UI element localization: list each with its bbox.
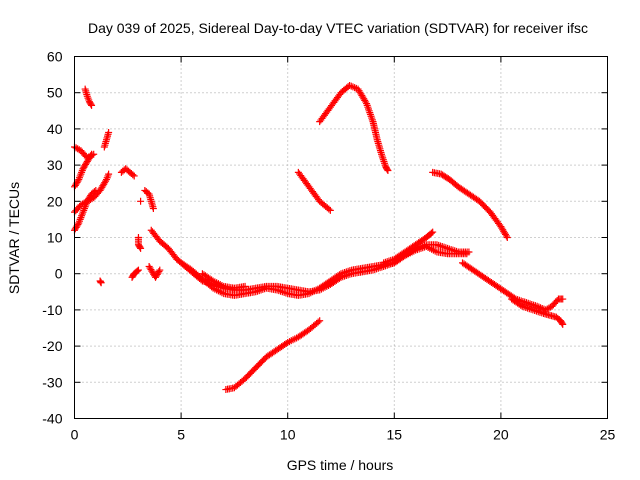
x-axis-label: GPS time / hours xyxy=(287,457,394,473)
series-track-8 xyxy=(117,165,138,180)
data-point xyxy=(349,83,357,91)
data-point xyxy=(90,188,98,196)
x-tick-label: 25 xyxy=(600,427,616,443)
series-track-21 xyxy=(459,259,567,314)
data-point xyxy=(533,302,541,310)
y-tick-label: 30 xyxy=(47,157,63,173)
data-point xyxy=(351,84,359,92)
data-point xyxy=(559,320,567,328)
data-point xyxy=(427,229,435,237)
data-point xyxy=(129,171,137,179)
y-tick-label: -10 xyxy=(42,302,62,318)
x-tick-label: 0 xyxy=(71,427,79,443)
tick-labels: 0 5 10 15 20 25 -40 -30 -20 -10 0 10 20 30 40 50 60 xyxy=(42,49,615,443)
data-point xyxy=(325,205,333,213)
data-point xyxy=(383,165,391,173)
series-track-23 xyxy=(222,317,324,394)
series-track-20 xyxy=(429,168,511,241)
data-point xyxy=(137,197,145,205)
data-point xyxy=(463,250,471,258)
y-tick-label: 10 xyxy=(47,230,63,246)
data-point xyxy=(559,295,567,303)
data-point xyxy=(326,206,334,214)
data-point xyxy=(335,271,343,279)
x-tick-label: 5 xyxy=(177,427,185,443)
data-point xyxy=(137,244,145,252)
data-point xyxy=(503,234,511,241)
data-point xyxy=(74,177,82,185)
data-point xyxy=(502,232,510,240)
chart-title: Day 039 of 2025, Sidereal Day-to-day VTE… xyxy=(88,20,588,36)
data-point xyxy=(88,150,96,158)
series-track-2 xyxy=(81,85,96,109)
y-tick-label: 60 xyxy=(47,49,63,65)
data-point xyxy=(346,81,354,89)
series-track-17 xyxy=(198,270,249,292)
axis-ticks xyxy=(74,56,608,419)
series-track-16 xyxy=(380,228,437,267)
data-point xyxy=(102,177,110,185)
data-point xyxy=(241,282,249,290)
series-track-18 xyxy=(316,81,392,175)
data-point xyxy=(155,268,163,276)
data-point xyxy=(149,205,157,213)
data-point xyxy=(130,172,138,180)
data-point xyxy=(97,279,105,287)
y-tick-label: -30 xyxy=(42,374,62,390)
y-tick-label: 20 xyxy=(47,193,63,209)
data-point xyxy=(105,170,113,178)
data-point xyxy=(156,266,164,274)
data-point xyxy=(136,243,144,251)
data-point xyxy=(133,267,141,275)
data-point xyxy=(88,101,96,109)
data-point xyxy=(362,98,370,106)
series-track-22 xyxy=(508,295,567,328)
y-axis-label: SDTVAR / TECUs xyxy=(6,182,22,294)
data-points xyxy=(71,81,567,394)
series-track-6 xyxy=(100,129,113,151)
data-point xyxy=(316,317,324,325)
y-tick-label: 0 xyxy=(55,266,63,282)
data-point xyxy=(105,129,113,137)
data-point xyxy=(92,186,100,194)
data-point xyxy=(558,319,566,327)
plot-frame xyxy=(74,56,608,419)
x-tick-label: 20 xyxy=(493,427,509,443)
series-track-19 xyxy=(294,168,334,214)
data-point xyxy=(134,266,142,274)
series-track-9 xyxy=(141,186,157,213)
series-track-7 xyxy=(96,277,105,287)
data-point xyxy=(74,220,82,228)
y-tick-label: 50 xyxy=(47,85,63,101)
series-track-12 xyxy=(128,266,142,281)
data-point xyxy=(314,318,322,326)
grid-lines xyxy=(74,56,608,419)
series-track-13 xyxy=(145,262,164,281)
data-point xyxy=(517,301,525,309)
data-point xyxy=(87,152,95,160)
y-tick-label: 40 xyxy=(47,121,63,137)
series-track-11 xyxy=(134,234,145,252)
x-tick-label: 10 xyxy=(280,427,296,443)
data-point xyxy=(384,167,392,175)
data-point xyxy=(347,82,355,90)
y-tick-label: -20 xyxy=(42,338,62,354)
data-point xyxy=(87,100,95,108)
x-tick-label: 15 xyxy=(387,427,403,443)
data-point xyxy=(535,303,543,311)
data-point xyxy=(429,228,437,236)
series-track-15 xyxy=(177,243,471,299)
series-track-10 xyxy=(137,197,145,205)
y-tick-label: -40 xyxy=(42,411,62,427)
